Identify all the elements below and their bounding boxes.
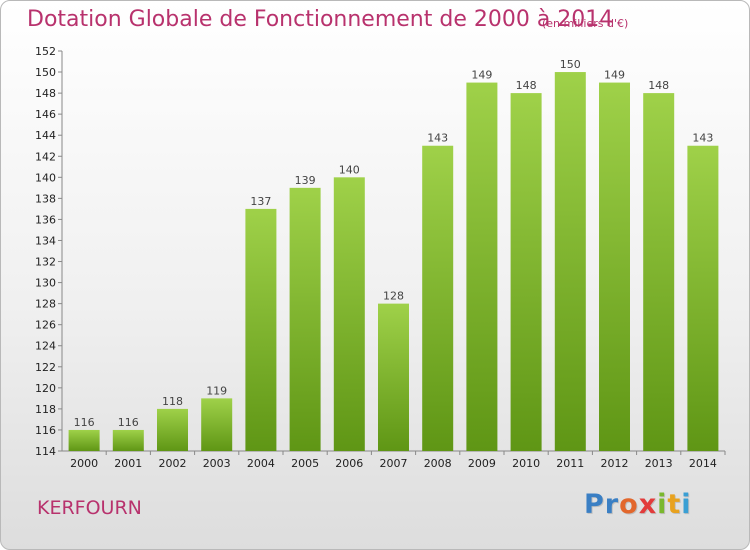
data-label-2012: 149: [604, 69, 625, 82]
bar-2012: [599, 82, 630, 451]
data-label-2009: 149: [471, 69, 492, 82]
x-tick-label: 2006: [335, 457, 363, 470]
bar-2003: [201, 398, 233, 451]
data-label-2010: 148: [516, 79, 537, 92]
data-label-2014: 143: [692, 132, 713, 145]
logo-letter: o: [619, 489, 639, 520]
bar-2004: [245, 208, 277, 451]
y-tick-label: 130: [35, 277, 56, 290]
x-tick-label: 2003: [203, 457, 231, 470]
data-label-2001: 116: [118, 416, 139, 429]
y-axis: 114 116 118 120 122 124 126 128 130 132 134 136 138 1…: [35, 45, 63, 458]
y-tick-label: 148: [35, 87, 56, 100]
y-tick-label: 138: [35, 192, 56, 205]
data-label-2008: 143: [427, 132, 448, 145]
bar-2005: [289, 187, 321, 451]
bar-2013: [643, 93, 675, 452]
bar-2002: [157, 408, 188, 451]
logo-letter: i: [681, 489, 692, 520]
data-label-2011: 150: [560, 58, 581, 71]
x-tick-label: 2000: [70, 457, 98, 470]
x-tick-label: 2010: [512, 457, 540, 470]
data-label-2005: 139: [295, 174, 316, 187]
data-label-2003: 119: [206, 384, 227, 397]
logo-letter: i: [657, 489, 668, 520]
y-tick-label: 122: [35, 361, 56, 374]
y-tick-label: 118: [35, 403, 56, 416]
x-tick-label: 2007: [380, 457, 408, 470]
y-tick-label: 128: [35, 298, 56, 311]
y-tick-label: 116: [35, 424, 56, 437]
x-tick-label: 2009: [468, 457, 496, 470]
y-tick-label: 132: [35, 256, 56, 269]
x-tick-label: 2013: [645, 457, 673, 470]
logo-letter: P: [584, 489, 605, 520]
bar-2000: [68, 429, 100, 451]
data-label-2000: 116: [74, 416, 95, 429]
y-tick-label: 124: [35, 340, 56, 353]
bar-2007: [378, 303, 409, 451]
commune-name: KERFOURN: [37, 497, 142, 519]
data-label-2004: 137: [250, 195, 271, 208]
x-tick-label: 2014: [689, 457, 717, 470]
proxiti-logo: Proxiti: [584, 489, 692, 520]
logo-letter: x: [638, 489, 658, 520]
bar-2001: [112, 429, 144, 451]
x-tick-label: 2002: [159, 457, 187, 470]
x-tick-label: 2001: [114, 457, 142, 470]
x-tick-label: 2008: [424, 457, 452, 470]
data-label-2002: 118: [162, 395, 183, 408]
logo-letter: r: [604, 489, 620, 520]
y-tick-label: 144: [35, 129, 56, 142]
data-label-2006: 140: [339, 163, 360, 176]
bar-2010: [510, 93, 542, 452]
bars: 116 116 118 119 137 139 140 128 143 149 148 150 149 1…: [68, 58, 719, 452]
y-tick-label: 152: [35, 45, 56, 58]
y-tick-label: 136: [35, 213, 56, 226]
bar-2009: [466, 82, 498, 451]
x-tick-label: 2005: [291, 457, 319, 470]
y-tick-label: 142: [35, 150, 56, 163]
x-axis: 2000 2001 2002 2003 2004 2005 2006 2007 2008 2009…: [62, 450, 726, 470]
bar-2008: [422, 145, 454, 451]
bar-2006: [333, 177, 365, 451]
y-tick-label: 120: [35, 382, 56, 395]
x-tick-label: 2011: [556, 457, 584, 470]
y-tick-label: 114: [35, 445, 56, 458]
y-tick-label: 140: [35, 171, 56, 184]
y-tick-label: 134: [35, 234, 56, 247]
x-tick-label: 2012: [601, 457, 629, 470]
x-tick-label: 2004: [247, 457, 275, 470]
data-label-2013: 148: [648, 79, 669, 92]
bar-2011: [554, 72, 586, 451]
y-tick-label: 146: [35, 108, 56, 121]
y-tick-label: 126: [35, 319, 56, 332]
bar-2014: [687, 145, 719, 451]
chart-title: Dotation Globale de Fonctionnement de 20…: [27, 7, 614, 32]
logo-letter: t: [667, 489, 682, 520]
y-tick-label: 150: [35, 66, 56, 79]
data-label-2007: 128: [383, 290, 404, 303]
chart-unit: (en milliers d'€): [542, 17, 629, 30]
